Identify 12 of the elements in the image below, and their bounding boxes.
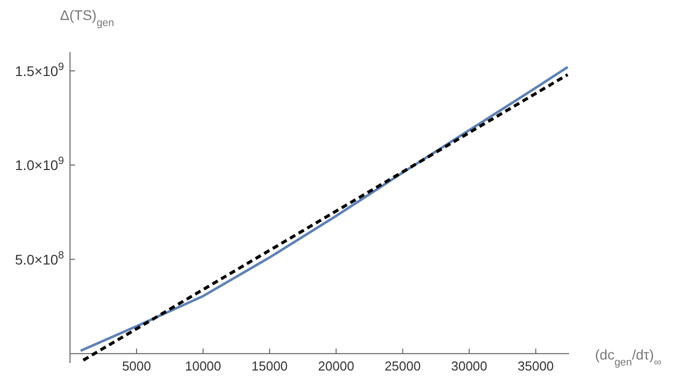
x-tick-label: 30000: [451, 358, 488, 374]
x-tick-label: 25000: [384, 358, 421, 374]
x-tick-label: 35000: [518, 358, 554, 374]
y-tick-label: 1.5×10$^{9}$: [14, 60, 64, 79]
y-tick-label: 5.0×10$^{8}$: [14, 249, 64, 268]
x-axis-title: (dc$_{gen}$/dτ)$_{∞}$: [595, 346, 662, 369]
y-tick-label: 1.0×10$^{9}$: [14, 155, 64, 174]
x-tick-label: 15000: [252, 358, 288, 374]
x-tick-label: 5000: [122, 358, 151, 374]
x-tick-label: 10000: [184, 358, 222, 374]
x-tick-label: 20000: [318, 358, 354, 374]
y-axis-title: Δ(TS)$_{gen}$: [60, 7, 114, 29]
